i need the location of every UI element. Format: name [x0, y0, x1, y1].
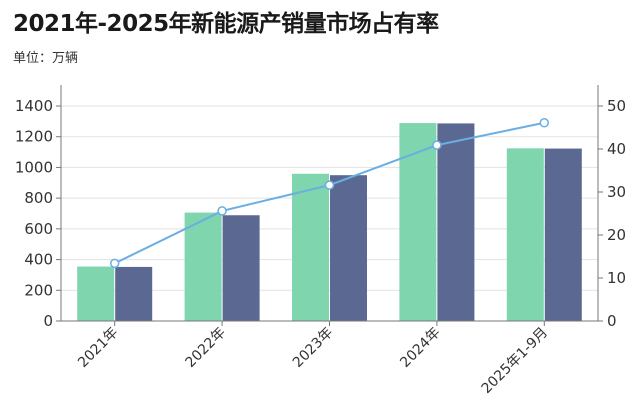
y-left-tick-label: 1200: [15, 128, 53, 146]
bar-series-1-2: [184, 212, 222, 321]
y-right-tick-label: 0: [607, 312, 617, 330]
y-left-tick-label: 0: [43, 312, 53, 330]
y-right-tick-label: 30: [607, 183, 626, 201]
y-left-tick-label: 1000: [15, 158, 53, 176]
bar-series-1-3: [292, 173, 329, 321]
line-point-5: [539, 118, 550, 128]
chart-title: 2021年-2025年新能源产销量市场占有率: [13, 11, 439, 37]
bar-series-2-5: [544, 148, 582, 321]
y-right-tick-label: 10: [607, 269, 626, 287]
y-left-tick-label: 400: [24, 251, 53, 269]
line-point-2: [217, 206, 227, 216]
bar-series-2-2: [222, 215, 260, 321]
y-right-tick-label: 20: [607, 226, 626, 244]
x-tick-label: 2022年: [183, 325, 229, 371]
y-left-tick-label: 1400: [15, 97, 53, 115]
line-point-4: [432, 140, 442, 150]
x-tick-label: 2025年1-9月: [479, 325, 551, 397]
y-left-tick-label: 800: [24, 189, 53, 207]
bar-series-1-1: [77, 266, 115, 321]
bar-series-1-5: [506, 148, 544, 321]
chart-subtitle: 单位：万辆: [13, 51, 79, 66]
bar-series-2-3: [330, 175, 367, 321]
x-tick-label: 2023年: [290, 325, 336, 371]
line-point-3: [324, 180, 335, 190]
line-point-1: [109, 258, 120, 269]
y-right-tick-label: 50: [607, 97, 626, 115]
y-left-tick-label: 600: [24, 220, 53, 238]
x-tick-label: 2024年: [397, 325, 443, 371]
line-series: [114, 121, 545, 265]
y-left-tick-label: 200: [24, 281, 53, 299]
x-tick-label: 2021年: [75, 325, 121, 371]
y-right-tick-label: 40: [607, 140, 626, 158]
bar-series-2-1: [115, 266, 153, 321]
bar-series-2-4: [437, 123, 475, 321]
